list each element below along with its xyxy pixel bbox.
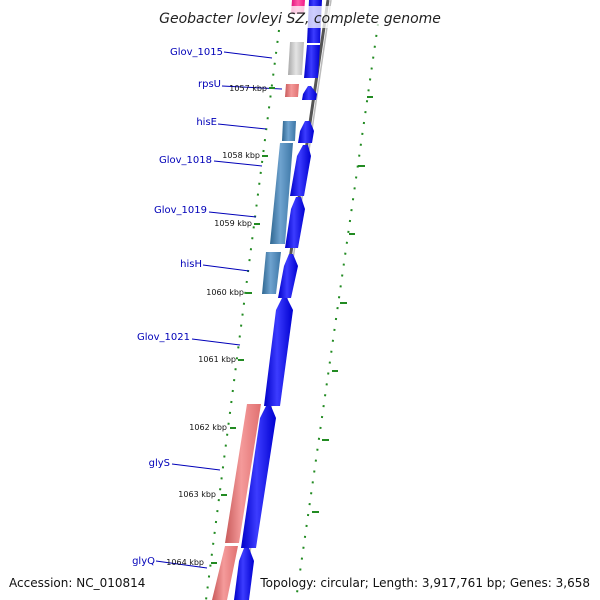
gene-Glov_1021-fwd[interactable] bbox=[264, 298, 293, 406]
kbp-label: 1063 kbp bbox=[178, 490, 216, 499]
gene-label-Glov_1015[interactable]: Glov_1015 bbox=[170, 47, 223, 58]
kbp-label: 1064 kbp bbox=[166, 558, 204, 567]
gene-label-glyS[interactable]: glyS bbox=[149, 458, 170, 469]
gene-glyQ-fwd[interactable] bbox=[234, 548, 254, 600]
gene-rpsU[interactable] bbox=[285, 84, 299, 97]
kbp-label: 1061 kbp bbox=[198, 355, 236, 364]
gene-hisH[interactable] bbox=[262, 252, 281, 294]
gc-content-track bbox=[295, 23, 379, 600]
gc-skew-marks bbox=[312, 96, 373, 513]
gene-Glov_1019-fwd[interactable] bbox=[285, 197, 305, 248]
gene-label-leaders bbox=[155, 51, 283, 569]
gene-glyS-fwd[interactable] bbox=[241, 406, 276, 548]
accession-label: Accession: NC_010814 bbox=[9, 576, 146, 590]
gene-glyQ[interactable] bbox=[212, 546, 238, 600]
kbp-label: 1062 kbp bbox=[189, 423, 227, 432]
gene-Glov_1018-fwd[interactable] bbox=[290, 145, 311, 196]
kbp-label: 1060 kbp bbox=[206, 288, 244, 297]
gene-label-hisH[interactable]: hisH bbox=[180, 259, 202, 270]
topology-label: Topology: circular; Length: 3,917,761 bp… bbox=[260, 576, 590, 590]
gene-hisE[interactable] bbox=[282, 121, 296, 141]
ruler-track bbox=[205, 29, 280, 600]
kbp-label: 1057 kbp bbox=[229, 84, 267, 93]
gene-hisE-fwd[interactable] bbox=[298, 121, 314, 143]
gene-label-Glov_1019[interactable]: Glov_1019 bbox=[154, 205, 207, 216]
kbp-label: 1059 kbp bbox=[214, 219, 252, 228]
ruler-ticks bbox=[211, 87, 275, 564]
title-background bbox=[163, 6, 437, 28]
gene-glyS[interactable] bbox=[225, 404, 261, 543]
gene-Glov_1015-fwd[interactable] bbox=[304, 45, 320, 78]
gene-label-Glov_1018[interactable]: Glov_1018 bbox=[159, 155, 212, 166]
map-title: Geobacter lovleyi SZ, complete genome bbox=[159, 11, 441, 27]
gene-Glov_1018[interactable] bbox=[270, 143, 293, 244]
reverse-strand-genes bbox=[212, 0, 305, 600]
kbp-label: 1058 kbp bbox=[222, 151, 260, 160]
gene-label-rpsU[interactable]: rpsU bbox=[198, 79, 221, 90]
gene-label-Glov_1021[interactable]: Glov_1021 bbox=[137, 332, 190, 343]
gene-rpsU-fwd[interactable] bbox=[302, 86, 317, 100]
forward-strand-genes bbox=[234, 0, 322, 600]
gene-Glov_1015[interactable] bbox=[288, 42, 304, 75]
gene-hisH-fwd[interactable] bbox=[278, 254, 298, 298]
gene-label-glyQ[interactable]: glyQ bbox=[132, 556, 155, 567]
gene-label-hisE[interactable]: hisE bbox=[196, 117, 217, 128]
